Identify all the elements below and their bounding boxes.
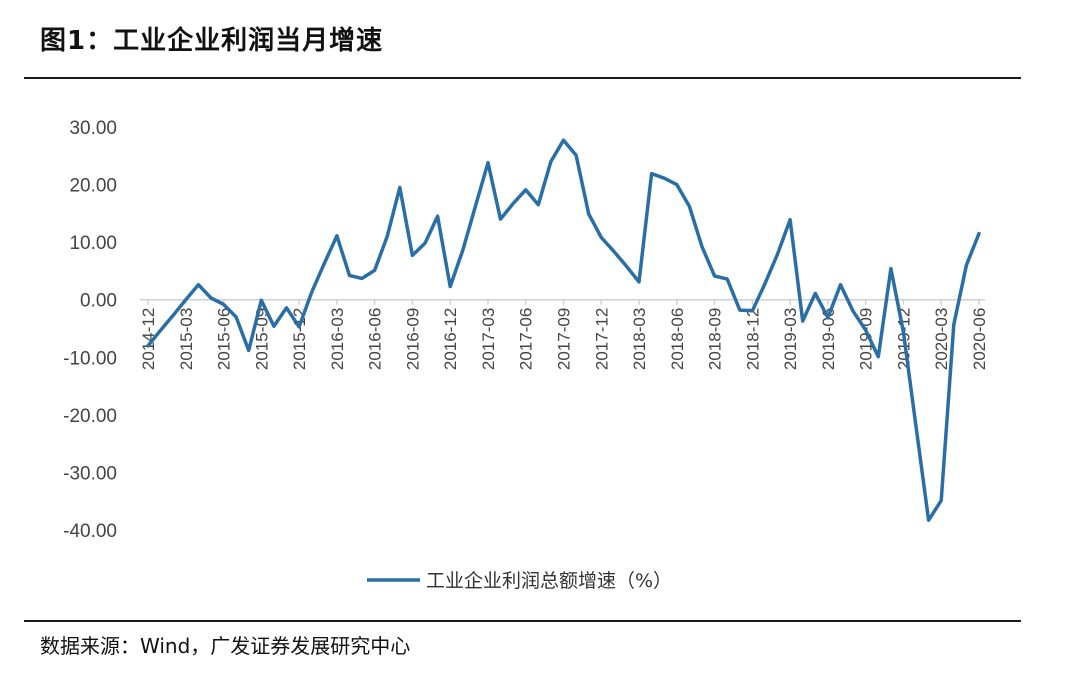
x-tick-label: 2014-12: [139, 308, 158, 370]
line-chart: 30.00 20.00 10.00 0.00 -10.00 -20.00 -30.00 -40…: [63, 118, 989, 592]
y-tick-label: -40.00: [63, 521, 117, 542]
x-axis: 2014-12 2015-03 2015-06 2015-09 2015-12 2016-…: [139, 298, 989, 370]
x-tick-label: 2019-09: [857, 308, 876, 370]
x-tick-label: 2016-12: [441, 308, 460, 370]
y-tick-label: -20.00: [63, 406, 117, 427]
series-line-profit-growth: [146, 138, 981, 522]
x-tick-label: 2020-06: [970, 308, 989, 370]
x-tick-label: 2019-03: [781, 308, 800, 370]
x-tick-label: 2018-03: [630, 308, 649, 370]
x-tick-label: 2016-03: [328, 308, 347, 370]
plot-area: [146, 138, 981, 522]
y-tick-label: -10.00: [63, 348, 117, 369]
y-tick-label: 0.00: [80, 291, 117, 312]
legend: 工业企业利润总额增速（%）: [367, 570, 672, 592]
x-tick-label: 2017-03: [479, 308, 498, 370]
x-tick-label: 2018-09: [706, 308, 725, 370]
x-tick-label: 2016-09: [403, 308, 422, 370]
x-tick-label: 2019-06: [819, 308, 838, 370]
figure-title: 图1：工业企业利润当月增速: [40, 26, 384, 56]
x-tick-label: 2015-03: [177, 308, 196, 370]
y-tick-label: 10.00: [69, 233, 117, 254]
x-tick-label: 2020-03: [932, 308, 951, 370]
x-tick-label: 2015-06: [215, 308, 234, 370]
bottom-rule: [24, 620, 1021, 622]
x-tick-label: 2016-06: [366, 308, 385, 370]
y-tick-label: 20.00: [69, 176, 117, 197]
legend-label: 工业企业利润总额增速（%）: [426, 570, 672, 592]
x-tick-label: 2018-12: [743, 308, 762, 370]
x-tick-label: 2018-06: [668, 308, 687, 370]
source-note: 数据来源：Wind，广发证券发展研究中心: [40, 634, 411, 658]
y-tick-label: 30.00: [69, 118, 117, 139]
x-tick-label: 2017-12: [592, 308, 611, 370]
x-tick-label: 2017-09: [555, 308, 574, 370]
y-tick-label: -30.00: [63, 463, 117, 484]
y-axis: 30.00 20.00 10.00 0.00 -10.00 -20.00 -30.00 -40…: [63, 118, 117, 542]
top-rule: [24, 77, 1021, 79]
x-tick-label: 2017-06: [517, 308, 536, 370]
